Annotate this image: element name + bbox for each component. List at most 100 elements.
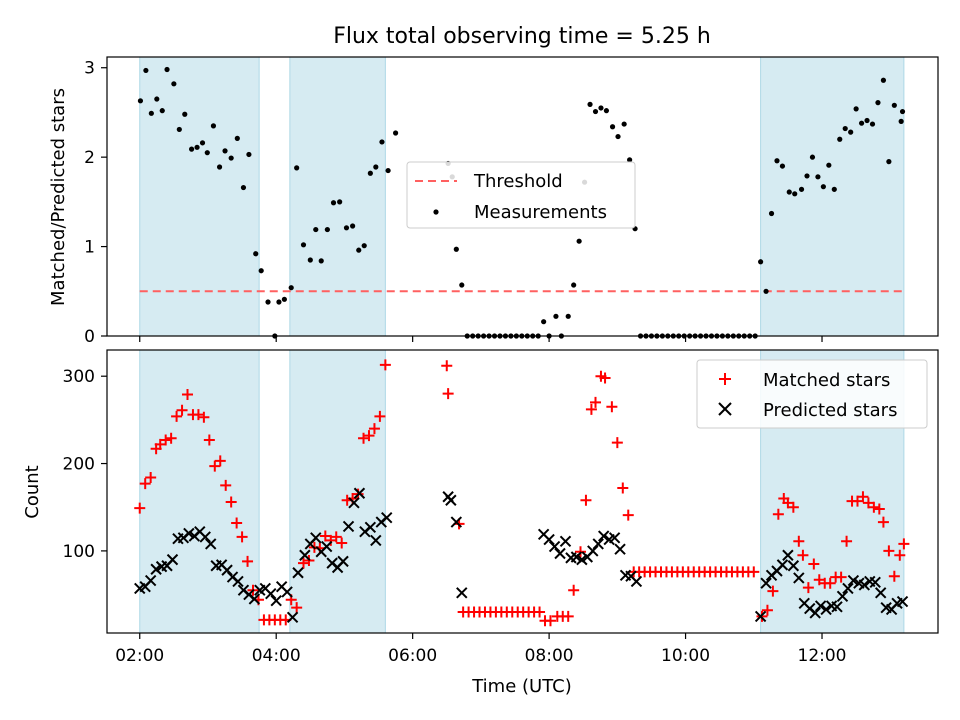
observing-span <box>289 349 386 634</box>
matched-star-point <box>568 584 580 596</box>
legend-threshold-label: Threshold <box>473 171 563 192</box>
predicted-star-point <box>320 540 333 553</box>
measurement-point <box>373 164 379 170</box>
predicted-star-point <box>592 538 604 550</box>
matched-star-point <box>171 410 183 422</box>
matched-star-point <box>176 404 188 416</box>
x-axis-label: Time (UTC) <box>471 676 572 697</box>
observing-span <box>139 56 260 337</box>
predicted-star-point <box>543 533 555 546</box>
matched-star-point <box>797 549 809 561</box>
matched-star-point <box>857 491 869 503</box>
predicted-star-point <box>587 545 599 557</box>
matched-star-point <box>606 401 618 413</box>
matched-star-point <box>622 509 634 521</box>
matched-star-point <box>134 502 146 514</box>
predicted-star-point <box>270 594 282 607</box>
matched-star-point <box>297 557 309 569</box>
predicted-star-point <box>456 587 468 599</box>
predicted-star-point <box>337 555 349 568</box>
matched-star-point <box>182 389 194 401</box>
predicted-star-point <box>793 572 805 584</box>
top-ylabel: Matched/Predicted stars <box>48 88 69 306</box>
measurement-point <box>210 123 217 129</box>
measurement-point <box>864 117 870 124</box>
measurement-point <box>786 189 792 195</box>
predicted-star-point <box>265 587 277 600</box>
predicted-star-point <box>874 587 887 599</box>
measurement-point <box>234 135 240 141</box>
measurement-point <box>288 285 294 291</box>
predicted-star-point <box>548 540 561 553</box>
measurement-point <box>587 101 593 107</box>
matched-star-point <box>894 549 906 561</box>
measurement-point <box>592 108 599 115</box>
measurement-point <box>621 121 627 127</box>
measurement-point <box>899 108 906 115</box>
x-tick-label: 08:00 <box>525 646 574 666</box>
predicted-star-point <box>820 603 832 616</box>
y-tick-label: 0 <box>84 327 95 347</box>
matched-star-point <box>330 531 342 543</box>
measurement-point <box>228 155 234 161</box>
measurement-point <box>758 259 764 265</box>
matched-star-point <box>198 411 210 423</box>
matched-star-point <box>220 479 232 491</box>
observing-span <box>289 56 386 337</box>
predicted-star-point <box>760 577 772 589</box>
measurement-point <box>318 258 324 264</box>
matched-star-point <box>203 434 215 446</box>
predicted-star-point <box>869 576 881 589</box>
predicted-star-point <box>597 530 610 542</box>
matched-star-point <box>441 360 453 372</box>
matched-star-point <box>841 535 853 547</box>
predicted-star-point <box>809 607 821 619</box>
matched-star-point <box>748 566 760 578</box>
measurement-point <box>350 223 356 229</box>
measurement-point <box>798 186 805 192</box>
measurement-point <box>869 121 876 127</box>
predicted-star-point <box>776 559 789 571</box>
matched-star-point <box>883 545 895 557</box>
measurement-point <box>143 67 149 74</box>
measurement-point <box>324 226 330 233</box>
matched-star-point <box>374 410 386 422</box>
measurement-point <box>159 108 165 114</box>
predicted-star-point <box>248 593 261 605</box>
matched-star-point <box>534 606 546 618</box>
measurement-point <box>379 139 385 145</box>
measurement-point <box>276 299 282 305</box>
measurement-point <box>313 226 319 233</box>
predicted-star-point <box>232 575 244 588</box>
predicted-star-point <box>445 494 457 506</box>
matched-star-point <box>236 531 248 543</box>
measurement-point <box>294 165 300 171</box>
predicted-star-point <box>814 600 827 612</box>
measurement-point <box>253 251 259 257</box>
measurement-point <box>576 238 582 244</box>
predicted-star-point <box>353 487 366 499</box>
x-tick-label: 02:00 <box>115 646 164 666</box>
measurement-point <box>880 77 887 83</box>
predicted-star-point <box>299 549 311 561</box>
predicted-star-point <box>292 567 304 579</box>
measurement-point <box>848 129 854 135</box>
matched-star-point <box>802 582 814 594</box>
predicted-star-point <box>286 611 299 623</box>
matched-star-point <box>808 558 820 570</box>
measurement-point <box>176 126 182 133</box>
measurement-point <box>768 210 775 217</box>
measurement-point <box>837 136 843 142</box>
measurement-point <box>392 130 399 136</box>
top-axes-frame <box>106 56 939 337</box>
measurement-point <box>182 111 188 117</box>
predicted-star-point <box>836 590 849 603</box>
matched-star-point <box>562 610 574 622</box>
matched-star-point <box>242 555 254 567</box>
measurement-point <box>367 170 373 176</box>
predicted-star-point <box>342 520 355 533</box>
measurement-point <box>154 96 160 102</box>
matched-star-point <box>793 535 805 547</box>
measurement-point <box>204 150 210 156</box>
legend-predicted-swatch <box>718 402 732 416</box>
